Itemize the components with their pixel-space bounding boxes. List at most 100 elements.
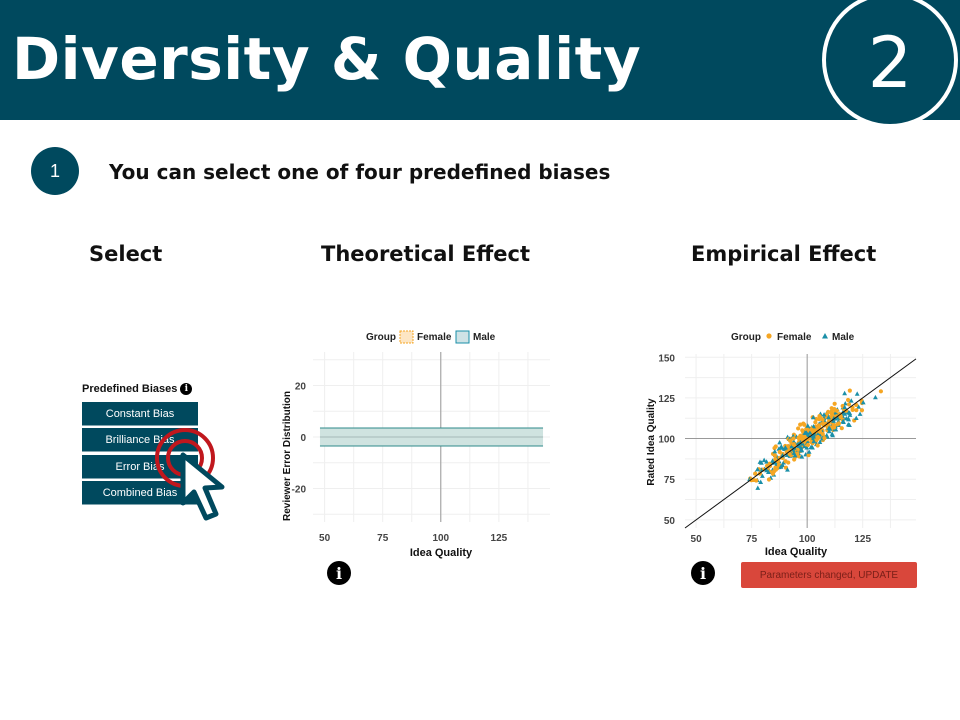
info-icon[interactable]: i	[180, 383, 193, 395]
point-male	[772, 448, 778, 454]
legend-female-label: Female	[417, 332, 452, 343]
point-male	[826, 425, 832, 430]
cursor-arrow-icon	[180, 452, 225, 521]
info-icon-glyph: i	[184, 384, 189, 394]
point-female	[816, 425, 821, 430]
point-female	[822, 435, 827, 441]
theoretical-info-icon[interactable]: i	[327, 561, 351, 585]
empirical-effect-chart: Group Female Male 50 75 100 125150125100755…	[646, 332, 917, 558]
point-female	[791, 442, 796, 447]
y-tick-label: 0	[300, 433, 306, 444]
x-tick-label: 125	[491, 533, 508, 544]
combined-bias-button[interactable]: Combined Bias	[82, 481, 198, 505]
step-description: You can select one of four predefined bi…	[109, 160, 611, 184]
y-tick-label: -20	[292, 485, 307, 496]
point-female	[829, 411, 834, 416]
point-male	[824, 432, 830, 438]
point-male	[789, 443, 795, 449]
point-female	[806, 453, 811, 458]
point-female	[850, 407, 855, 412]
point-female	[859, 408, 865, 413]
constant-bias-button[interactable]: Constant Bias	[82, 402, 198, 426]
page-title: Diversity & Quality	[12, 25, 642, 93]
legend-male-label: Male	[832, 332, 855, 343]
point-male	[784, 452, 790, 457]
point-male	[853, 415, 859, 421]
x-axis-label: Idea Quality	[765, 546, 828, 558]
update-button[interactable]: Parameters changed, UPDATE	[741, 562, 917, 588]
click-cursor-icon	[155, 428, 225, 521]
x-tick-label: 75	[377, 533, 389, 544]
point-male	[804, 445, 810, 450]
point-female	[776, 462, 782, 467]
point-male	[803, 430, 809, 435]
point-male	[856, 404, 862, 409]
point-male	[848, 398, 854, 403]
legend-female-label: Female	[777, 332, 812, 343]
legend-female-swatch	[399, 330, 414, 344]
heading-empirical-effect: Empirical Effect	[691, 242, 877, 266]
legend-male-label: Male	[473, 332, 496, 343]
x-axis-label: Idea Quality	[410, 547, 473, 559]
y-axis-label: Reviewer Error Distribution	[282, 391, 293, 521]
point-female	[777, 449, 782, 455]
empirical-points	[684, 358, 917, 529]
theoretical-axes: 50 75 100 125 20 0 -20	[292, 381, 508, 544]
heading-select: Select	[89, 242, 163, 266]
y-tick-label: 100	[658, 435, 675, 446]
x-tick-label: 50	[691, 534, 703, 545]
point-female	[847, 388, 852, 393]
predefined-biases-label: Predefined Biases	[82, 383, 178, 395]
point-male	[843, 415, 849, 421]
point-male	[810, 445, 815, 450]
point-male	[807, 430, 813, 435]
point-male	[777, 440, 783, 445]
point-male	[783, 445, 788, 450]
point-female	[821, 421, 826, 426]
x-tick-label: 100	[432, 533, 449, 544]
point-male	[758, 479, 764, 485]
point-female	[817, 414, 822, 419]
point-male	[845, 409, 851, 414]
point-female	[838, 414, 843, 420]
point-female	[795, 451, 800, 456]
point-female	[801, 421, 806, 426]
legend-male-swatch	[455, 330, 470, 344]
y-tick-label: 125	[658, 394, 675, 405]
point-female	[820, 417, 825, 422]
x-tick-label: 50	[319, 533, 331, 544]
x-tick-label: 125	[854, 534, 871, 545]
point-male	[764, 459, 769, 464]
point-male	[873, 394, 878, 400]
legend-female-marker	[766, 333, 772, 339]
point-female	[783, 459, 788, 464]
point-female	[766, 477, 772, 482]
point-male	[776, 446, 782, 451]
point-male	[842, 404, 848, 410]
point-male	[792, 452, 798, 458]
point-male	[842, 390, 848, 396]
slide-number-badge: 2	[822, 0, 958, 128]
step-number: 1	[49, 160, 60, 181]
point-female	[787, 452, 792, 457]
x-tick-label: 75	[746, 534, 758, 545]
predefined-biases-title: Predefined Biases i	[82, 383, 193, 395]
point-male	[847, 422, 852, 427]
point-female	[820, 431, 825, 437]
point-female	[773, 457, 778, 462]
point-male	[840, 418, 846, 424]
y-tick-label: 150	[658, 353, 675, 364]
point-male	[860, 399, 866, 405]
point-female	[772, 453, 778, 458]
point-female	[835, 422, 840, 427]
point-male	[821, 412, 827, 417]
point-male	[766, 469, 771, 474]
empirical-info-icon[interactable]: i	[691, 561, 715, 585]
point-female	[754, 478, 759, 483]
heading-theoretical-effect: Theoretical Effect	[321, 242, 530, 266]
point-female	[815, 443, 820, 448]
point-female	[831, 423, 836, 429]
point-female	[829, 406, 834, 411]
point-female	[800, 428, 805, 433]
theoretical-band	[319, 427, 544, 447]
